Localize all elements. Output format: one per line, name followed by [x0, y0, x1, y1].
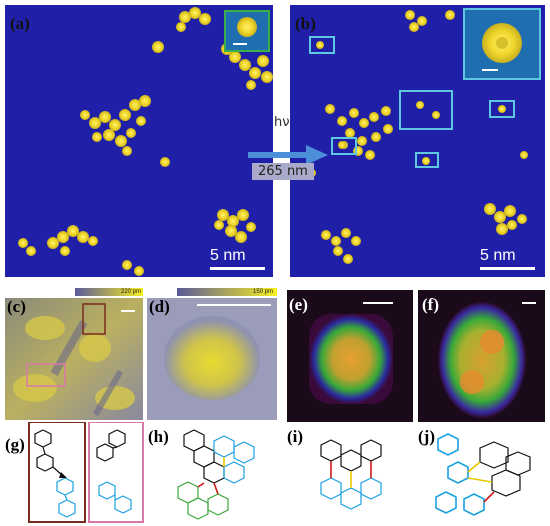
panel-h-molecule: [177, 429, 255, 520]
panel-c-image: [5, 288, 143, 420]
panel-g: (g): [5, 422, 145, 524]
panel-j: (j): [418, 422, 545, 524]
panel-h: (h): [148, 422, 278, 524]
panel-e-label: (e): [289, 295, 308, 314]
panel-j-label: (j): [418, 427, 435, 446]
panel-a-label: (a): [10, 14, 30, 33]
panel-d-colorbar-label: 150 pm: [253, 289, 274, 295]
panel-d-label: (d): [149, 297, 170, 316]
arrow-icon: [248, 145, 328, 165]
panel-f-label: (f): [422, 295, 439, 314]
panel-i: (i): [287, 422, 413, 524]
panel-b-scale-label: 5 nm: [480, 247, 516, 264]
panel-c-label: (c): [7, 297, 26, 316]
arrow-wavelength: 265 nm: [252, 163, 314, 180]
panel-a-image: [5, 5, 273, 277]
panel-d: (d) 150 pm: [147, 288, 277, 420]
panel-j-molecule: [435, 433, 531, 516]
panel-e-image: [287, 290, 413, 422]
panel-c: (c) 220 pm: [5, 288, 143, 420]
light-arrow: [248, 138, 328, 178]
panel-b-label: (b): [295, 14, 316, 33]
panel-h-label: (h): [148, 427, 169, 446]
panel-a: (a) 5 nm: [5, 5, 273, 277]
panel-f: (f): [418, 290, 545, 422]
panel-a-scale-label: 5 nm: [210, 247, 246, 264]
panel-g-label: (g): [5, 435, 25, 454]
panel-b: (b) 5 nm: [290, 5, 545, 277]
arrow-label: hν: [274, 115, 290, 130]
panel-c-colorbar-label: 220 pm: [121, 289, 142, 295]
panel-f-image: [418, 290, 545, 422]
panel-d-image: [147, 288, 277, 420]
panel-i-label: (i): [287, 427, 304, 446]
panel-b-image: [290, 5, 545, 277]
panel-e: (e): [287, 290, 413, 422]
panel-i-molecule: [320, 439, 382, 510]
panel-g-molecules: [28, 422, 144, 523]
